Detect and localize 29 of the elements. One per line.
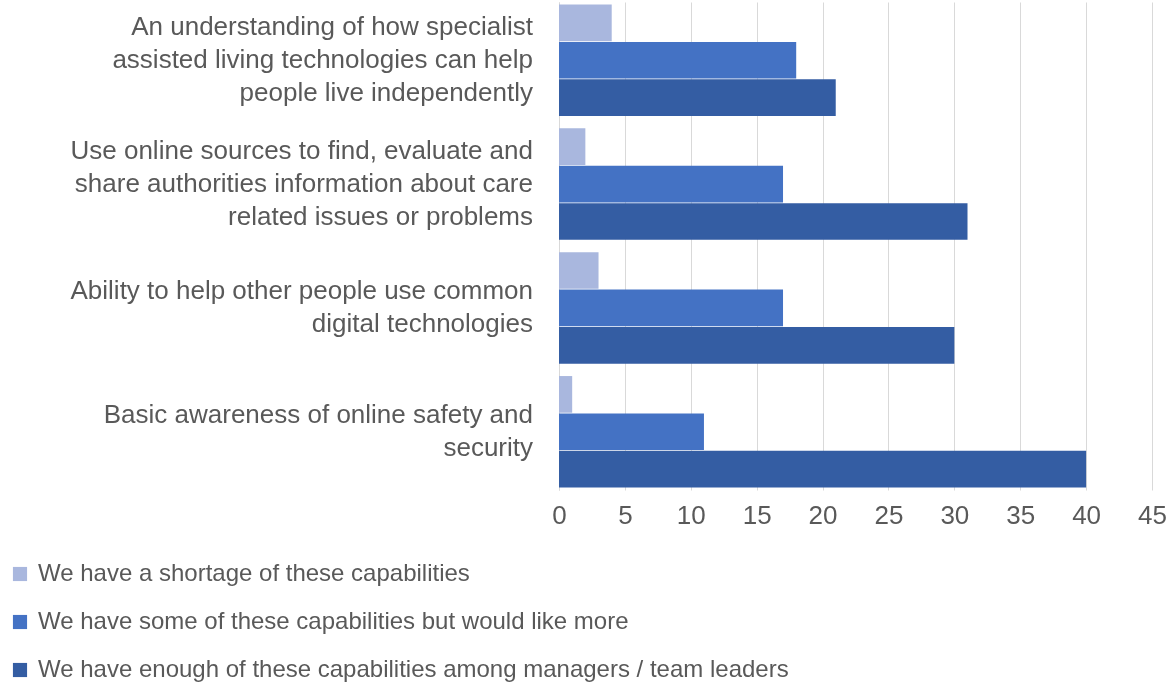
bar xyxy=(559,79,836,116)
bar xyxy=(559,289,784,327)
x-tick-label: 20 xyxy=(808,499,838,530)
y-tick-label: Use online sources to find, evaluate and share authorities information about care related issues or problems xyxy=(70,135,533,232)
x-tick-label: 0 xyxy=(552,499,567,530)
x-tick-label: 35 xyxy=(1006,499,1036,530)
x-tick-label: 30 xyxy=(940,499,970,530)
x-tick-label: 5 xyxy=(618,499,633,530)
bar xyxy=(559,376,573,413)
legend-label: We have a shortage of these capabilities xyxy=(38,559,470,586)
bar xyxy=(559,203,968,240)
x-tick-label: 25 xyxy=(874,499,904,530)
x-tick-label: 40 xyxy=(1072,499,1102,530)
bar xyxy=(559,4,612,42)
y-tick-label: Ability to help other people use common digital technologies xyxy=(70,275,533,339)
bar xyxy=(559,413,704,451)
bar xyxy=(559,128,586,165)
x-tick-label: 45 xyxy=(1138,499,1167,530)
x-tick-label: 15 xyxy=(742,499,772,530)
bar xyxy=(559,450,1087,488)
bar xyxy=(559,327,955,364)
bar xyxy=(559,165,784,203)
bar xyxy=(559,41,797,79)
legend-label: We have some of these capabilities but would like more xyxy=(38,607,629,634)
bar xyxy=(559,252,599,289)
y-tick-label: Basic awareness of online safety and security xyxy=(103,399,533,463)
legend-label: We have enough of these capabilities among managers / team leaders xyxy=(38,655,789,682)
y-tick-label: An understanding of how specialist assisted living technologies can help people live independently xyxy=(112,11,534,108)
x-tick-label: 10 xyxy=(676,499,706,530)
